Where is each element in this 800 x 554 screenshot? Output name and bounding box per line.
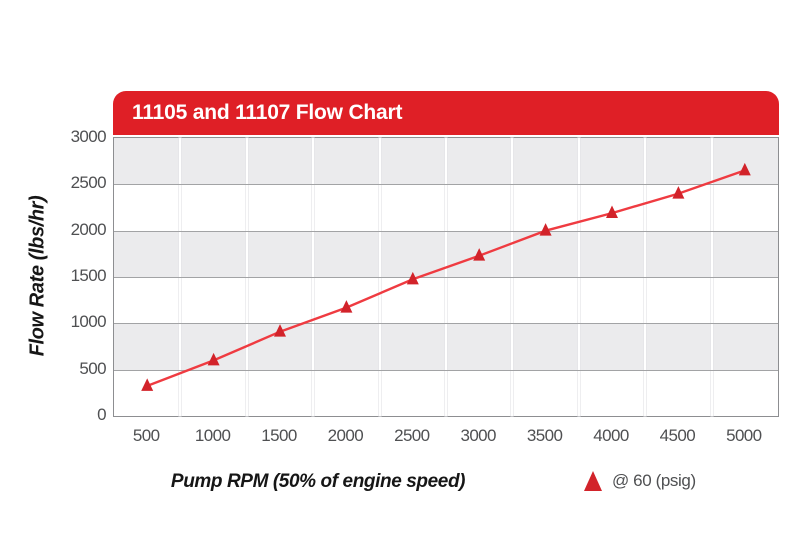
x-tick-label: 4000 (593, 426, 629, 445)
data-point-marker (274, 324, 286, 337)
x-tick-label: 3000 (460, 426, 496, 445)
plot-area (113, 137, 779, 417)
legend-triangle-icon (584, 471, 602, 491)
data-point-marker (738, 162, 751, 176)
horizontal-gridline (114, 184, 778, 186)
x-tick-label: 2500 (394, 426, 430, 445)
horizontal-gridline (114, 277, 778, 278)
horizontal-gridline (114, 323, 778, 325)
data-point-marker (473, 248, 486, 261)
x-tick-label: 5000 (726, 426, 762, 445)
data-point-marker (340, 300, 353, 313)
horizontal-gridline (114, 369, 778, 371)
data-point-marker (539, 223, 552, 236)
chart-title: 11105 and 11107 Flow Chart (132, 101, 403, 124)
x-axis-tick-labels: 500 1000 1500 2000 2500 3000 3500 4000 4500 5000 (113, 426, 777, 448)
chart-header-bar: 11105 and 11107 Flow Chart (113, 91, 779, 135)
y-tick-label: 0 (97, 405, 106, 424)
x-tick-label: 1500 (261, 426, 297, 445)
x-tick-label: 2000 (327, 426, 364, 445)
y-tick-label: 3000 (70, 127, 107, 146)
x-tick-label: 1000 (194, 426, 231, 445)
y-tick-label: 500 (79, 358, 106, 378)
y-axis-title: Flow Rate (lbs/hr) (26, 195, 49, 357)
data-point-marker (606, 205, 618, 219)
y-tick-label: 1000 (70, 312, 107, 332)
x-tick-label: 3500 (526, 426, 563, 445)
data-point-marker (406, 271, 419, 285)
x-axis-title: Pump RPM (50% of engine speed) (170, 471, 466, 492)
y-tick-label: 1500 (70, 266, 107, 285)
flow-series-line (146, 169, 746, 388)
y-tick-label: 2000 (70, 219, 107, 239)
series-plot (141, 162, 751, 391)
x-tick-label: 500 (132, 426, 160, 445)
horizontal-gridline (114, 230, 778, 232)
legend: @ 60 (psig) (584, 471, 696, 491)
y-axis-tick-labels: 0 500 1000 1500 2000 2500 3000 (36, 127, 107, 424)
legend-label: @ 60 (psig) (612, 471, 696, 490)
data-point-marker (141, 378, 154, 391)
data-point-marker (207, 352, 220, 366)
y-tick-label: 2500 (70, 173, 107, 193)
data-point-marker (672, 186, 685, 199)
x-tick-label: 4500 (659, 426, 696, 445)
